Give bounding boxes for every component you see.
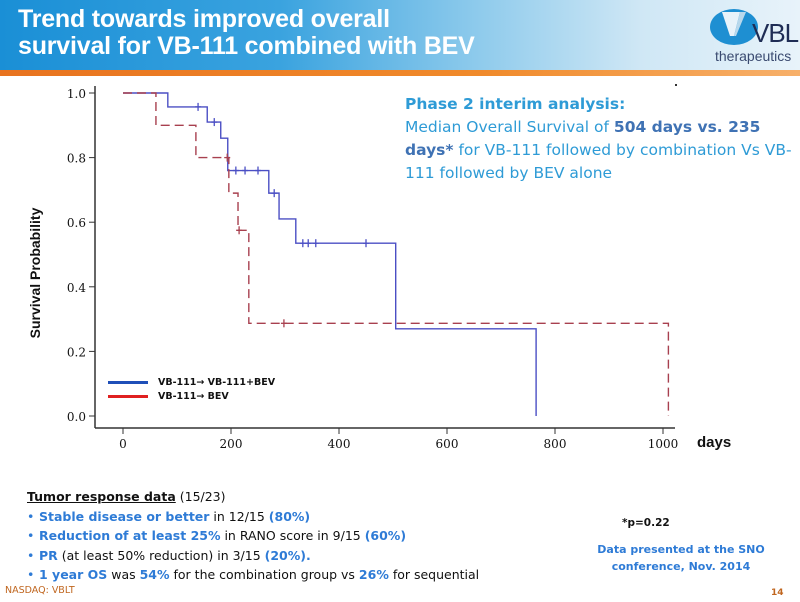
tumor-bullet: • PR (at least 50% reduction) in 3/15 (20… <box>27 546 479 566</box>
bullet-text: (at least 50% reduction) in 3/15 <box>57 547 265 563</box>
logo-subtitle: therapeutics <box>715 48 792 64</box>
x-tick-label: 800 <box>544 437 567 451</box>
bullet-icon: • <box>27 547 35 563</box>
y-tick-label: 1.0 <box>67 87 86 101</box>
x-axis-label: days <box>697 434 732 451</box>
bullet-text: for the combination group vs <box>169 567 359 582</box>
bullet-percent: 26% <box>358 567 389 582</box>
km-curve-combination <box>123 92 537 416</box>
bullet-icon: • <box>27 528 35 543</box>
interim-analysis-note: Phase 2 interim analysis: Median Overall… <box>405 93 800 185</box>
x-tick-label: 200 <box>220 437 243 451</box>
tumor-bullet: • Stable disease or better in 12/15 (80%) <box>27 507 479 527</box>
bullet-percent: (20%). <box>264 547 311 563</box>
y-tick-label: 0.0 <box>67 410 86 424</box>
y-tick-label: 0.6 <box>67 216 86 230</box>
legend-swatch-bev <box>108 394 148 398</box>
y-tick-label: 0.8 <box>67 152 86 166</box>
legend-label-bev: VB-111→ BEV <box>158 390 229 402</box>
slide-title: Trend towards improved overall survival … <box>18 6 475 60</box>
interim-text-1: Median Overall Survival of <box>405 118 614 136</box>
bullet-text: in 12/15 <box>209 508 269 524</box>
x-tick-label: 600 <box>436 437 459 451</box>
bullet-highlight: Reduction of at least 25% <box>39 528 221 543</box>
bullet-highlight: Stable disease or better <box>39 508 210 524</box>
legend-label-combination: VB-111→ VB-111+BEV <box>158 376 276 388</box>
legend-item-combination: VB-111→ VB-111+BEV <box>108 375 275 389</box>
header-orange-band <box>0 70 800 76</box>
y-tick-label: 0.2 <box>67 345 86 359</box>
page-number: 14 <box>771 588 784 598</box>
legend-item-bev: VB-111→ BEV <box>108 389 275 403</box>
header-banner <box>0 0 800 70</box>
bullet-highlight: 1 year OS <box>39 567 108 582</box>
legend-swatch-combination <box>108 380 148 384</box>
vbl-logo-icon <box>710 9 758 45</box>
tumor-heading: Tumor response data <box>27 489 176 504</box>
y-tick-label: 0.4 <box>67 281 86 295</box>
interim-median-values: 504 days vs. 235 days* <box>405 118 761 159</box>
chart-axes: 0.0 0.2 0.4 0.6 0.8 1.0 0 200 400 600 800 1000 <box>67 86 678 451</box>
interim-text-2: for VB-111 followed by combination Vs VB… <box>405 141 792 182</box>
bullet-icon: • <box>27 567 35 582</box>
bullet-icon: • <box>27 508 35 524</box>
tumor-heading-row: Tumor response data (15/23) <box>27 487 479 507</box>
survival-chart: 0.0 0.2 0.4 0.6 0.8 1.0 0 200 400 600 800 1000 <box>67 86 678 451</box>
tumor-response-section: Tumor response data (15/23) • Stable dise… <box>27 487 479 585</box>
bullet-percent: 54% <box>139 567 170 582</box>
ticker-symbol: NASDAQ: VBLT <box>5 585 75 596</box>
x-tick-label: 0 <box>119 437 127 451</box>
bullet-text: was <box>107 567 140 582</box>
km-curve-bev <box>123 92 670 416</box>
bullet-percent: (60%) <box>364 528 407 543</box>
chart-legend: VB-111→ VB-111+BEV VB-111→ BEV <box>108 375 275 403</box>
sno-conference-note: Data presented at the SNO conference, No… <box>597 543 765 573</box>
y-axis-label: Survival Probability <box>27 207 43 339</box>
title-line-2: survival for VB-111 combined with BEV <box>18 32 475 60</box>
tumor-heading-count: (15/23) <box>175 489 226 504</box>
interim-analysis-heading: Phase 2 interim analysis: <box>405 95 626 113</box>
logo-name: VBL <box>752 18 799 48</box>
tumor-bullet: • Reduction of at least 25% in RANO score… <box>27 526 479 546</box>
bullet-text: in RANO score in 9/15 <box>220 528 365 543</box>
bullet-highlight: PR <box>39 547 58 563</box>
title-line-1: Trend towards improved overall <box>18 5 390 33</box>
tumor-bullet: • 1 year OS was 54% for the combination g… <box>27 565 479 585</box>
bullet-percent: (80%) <box>268 508 311 524</box>
x-tick-label: 1000 <box>648 437 679 451</box>
x-tick-label: 400 <box>328 437 351 451</box>
bullet-text: for sequential <box>388 567 480 582</box>
stray-dot <box>675 84 677 86</box>
p-value: *p=0.22 <box>622 517 670 529</box>
chart-series <box>123 92 670 416</box>
